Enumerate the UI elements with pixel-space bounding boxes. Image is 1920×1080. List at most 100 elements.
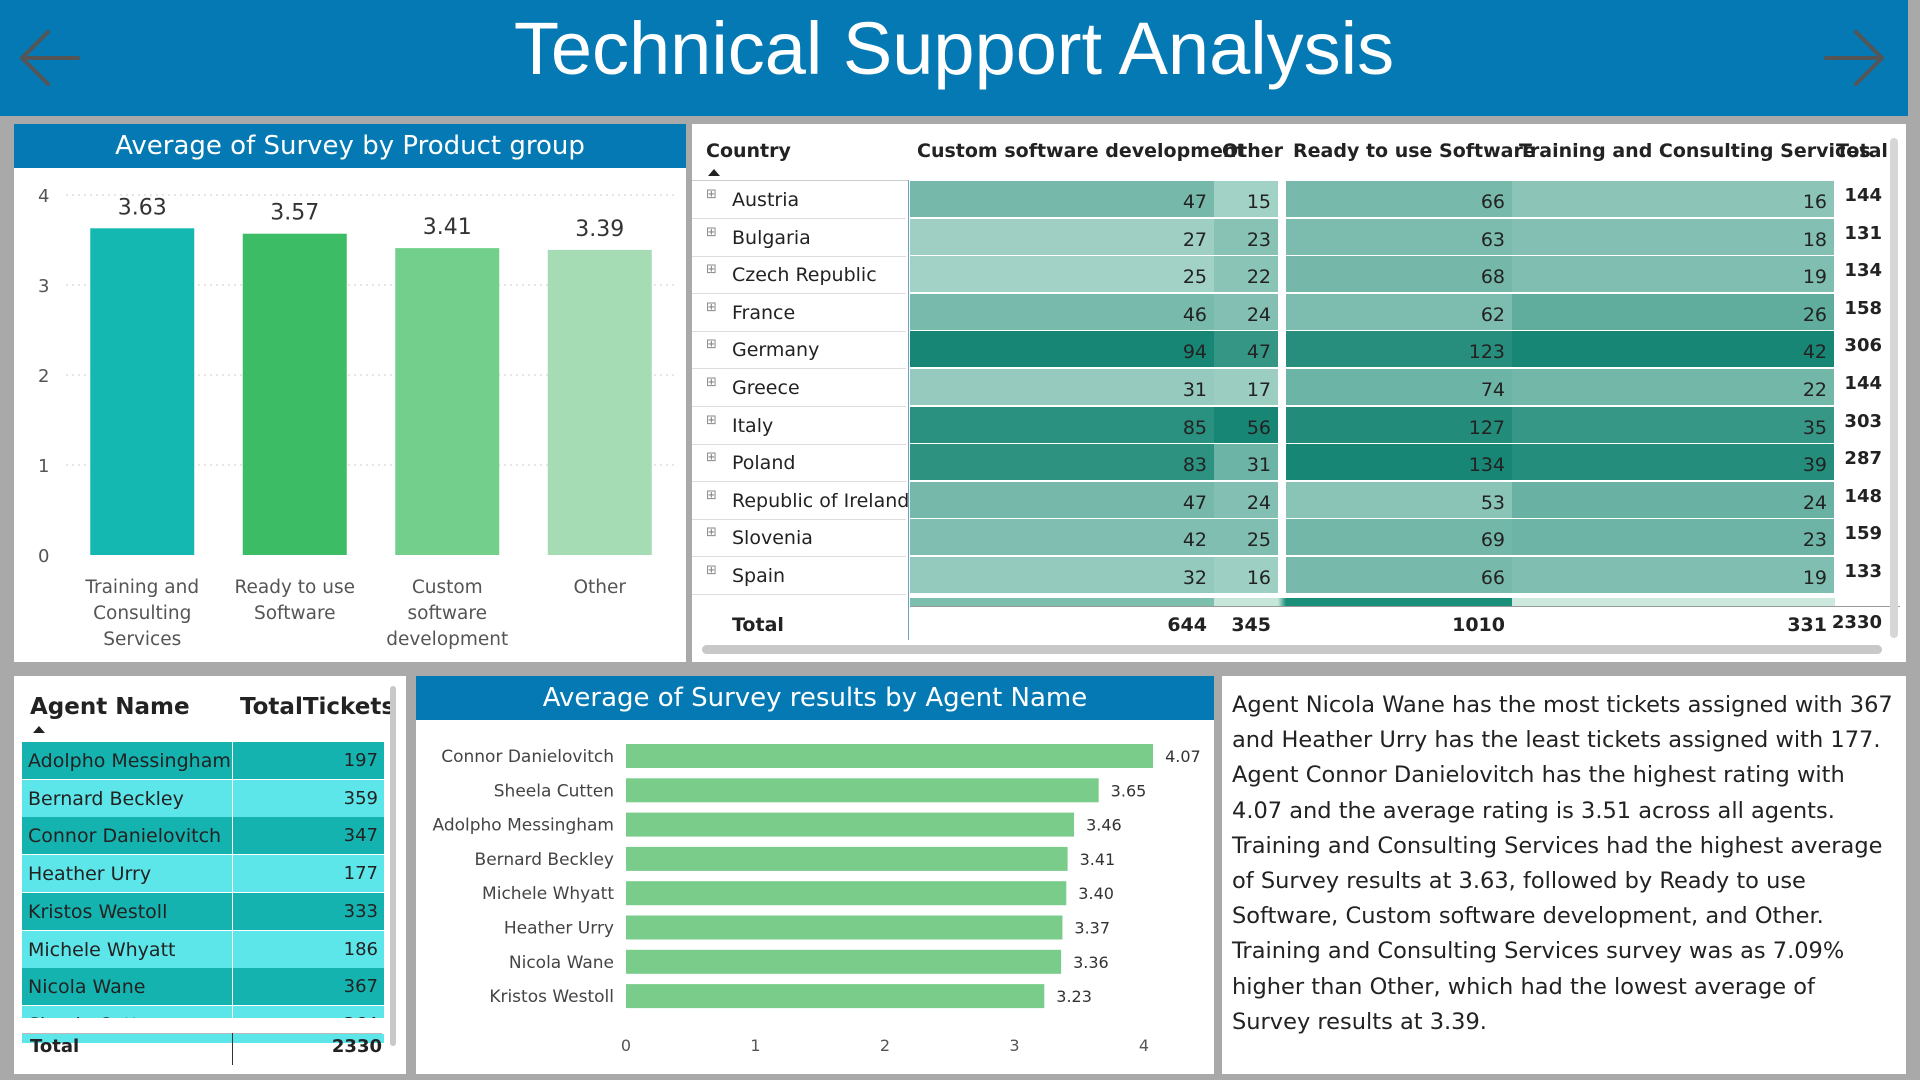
grand-total: 2330: [1831, 612, 1882, 633]
expand-plus-icon[interactable]: ⊞: [706, 450, 717, 466]
table-row[interactable]: Nicola Wane 367: [22, 968, 396, 1006]
expand-plus-icon[interactable]: ⊞: [706, 487, 717, 503]
custom-cell: 27: [910, 218, 1214, 255]
agent-tickets-table: Agent Name TotalTickets Adolpho Messingh…: [14, 676, 406, 1074]
country-name: Slovenia: [732, 527, 813, 550]
data-label: 3.37: [1074, 919, 1110, 938]
expand-plus-icon[interactable]: ⊞: [706, 337, 717, 353]
expand-plus-icon[interactable]: ⊞: [706, 224, 717, 240]
x-tick-label: 3: [1009, 1036, 1019, 1055]
other-cell: 16: [1214, 557, 1278, 593]
ready-cell: 74: [1286, 369, 1512, 405]
other-cell: 15: [1214, 181, 1278, 217]
agents-total-value: 2330: [331, 1036, 382, 1057]
other-cell: 31: [1214, 444, 1278, 481]
bar[interactable]: [626, 881, 1067, 906]
agent-name-header[interactable]: Agent Name: [30, 694, 190, 720]
expand-plus-icon[interactable]: ⊞: [706, 299, 717, 315]
table-row[interactable]: Bernard Beckley 359: [22, 779, 396, 818]
arrow-left-icon[interactable]: [14, 24, 84, 92]
expand-plus-icon[interactable]: ⊞: [706, 262, 717, 278]
sort-asc-icon: [33, 726, 45, 733]
agent-tickets-cell: 367: [233, 968, 384, 1006]
custom-column-header[interactable]: Custom software development: [917, 140, 1246, 162]
row-total-cell: 148: [1844, 485, 1882, 507]
country-name: France: [732, 301, 796, 324]
training-cell: 18: [1512, 218, 1834, 255]
other-cell: 56: [1214, 406, 1278, 443]
data-label: 3.41: [423, 215, 472, 240]
custom-cell: 42: [910, 519, 1214, 556]
table-row[interactable]: Michele Whyatt 186: [22, 930, 396, 969]
x-tick-label: Custom software development: [386, 577, 508, 650]
training-column-header[interactable]: Training and Consulting Services: [1519, 140, 1871, 162]
table-row[interactable]: Adolpho Messingham 197: [22, 742, 396, 780]
bar[interactable]: [626, 846, 1068, 871]
table-row[interactable]: Kristos Westoll 333: [22, 892, 396, 931]
agent-tickets-cell: 197: [233, 742, 384, 779]
x-tick-label: 4: [1139, 1036, 1149, 1055]
ready-cell: 53: [1286, 481, 1512, 518]
x-tick-label: 1: [750, 1036, 760, 1055]
bar[interactable]: [395, 248, 500, 555]
matrix-row: ⊞ France 46 24 62 26 158: [692, 293, 1892, 332]
data-label: 3.39: [575, 217, 624, 242]
matrix-row: ⊞ Poland 83 31 134 39 287: [692, 444, 1892, 483]
ready-cell: 69: [1286, 519, 1512, 556]
ready-cell: 134: [1286, 444, 1512, 481]
country-header[interactable]: Country: [706, 140, 791, 162]
expand-plus-icon[interactable]: ⊞: [706, 412, 717, 428]
bar[interactable]: [626, 778, 1099, 803]
expand-plus-icon[interactable]: ⊞: [706, 525, 717, 541]
expand-plus-icon[interactable]: ⊞: [706, 563, 717, 578]
data-label: 3.57: [270, 201, 319, 226]
row-total-cell: 303: [1844, 410, 1882, 432]
matrix-row: ⊞ Germany 94 47 123 42 306: [692, 331, 1892, 370]
total-column-header[interactable]: Total: [1836, 140, 1888, 162]
row-total-cell: 144: [1844, 373, 1882, 394]
bar[interactable]: [626, 812, 1075, 837]
bar[interactable]: [547, 249, 652, 555]
other-cell: 24: [1214, 481, 1278, 518]
bar[interactable]: [626, 984, 1045, 1009]
country-name: Germany: [732, 339, 820, 362]
horizontal-scrollbar[interactable]: [702, 645, 1882, 654]
bar[interactable]: [626, 949, 1062, 974]
y-tick-label: Kristos Westoll: [489, 987, 614, 1007]
expand-plus-icon[interactable]: ⊞: [706, 187, 717, 202]
country-name: Poland: [732, 452, 796, 475]
country-name: Republic of Ireland: [732, 489, 910, 512]
matrix-total-label: Total: [732, 614, 784, 636]
y-tick-label: Michele Whyatt: [482, 884, 614, 904]
bar[interactable]: [626, 744, 1154, 768]
ready-cell: 127: [1286, 406, 1512, 443]
bar[interactable]: [626, 915, 1063, 940]
expand-plus-icon[interactable]: ⊞: [706, 375, 717, 390]
country-name: Italy: [732, 414, 774, 437]
y-tick-label: Sheela Cutten: [494, 781, 614, 801]
vertical-scrollbar[interactable]: [1890, 138, 1898, 638]
ready-column-header[interactable]: Ready to use Software: [1293, 140, 1536, 162]
table-scrollbar[interactable]: [390, 686, 396, 1046]
bar[interactable]: [90, 228, 195, 556]
data-label: 4.07: [1165, 747, 1201, 766]
training-total: 331: [1787, 614, 1827, 636]
table-row[interactable]: Heather Urry 177: [22, 855, 396, 893]
other-cell: 23: [1214, 218, 1278, 255]
agent-survey-chart-panel: Average of Survey results by Agent Name …: [416, 676, 1214, 1074]
x-tick-label: Training and Consulting Services: [84, 577, 199, 650]
bar[interactable]: [242, 233, 347, 555]
total-tickets-header[interactable]: TotalTickets: [240, 694, 396, 720]
custom-cell: 47: [910, 481, 1214, 518]
agent-name-cell: Kristos Westoll: [22, 892, 232, 930]
training-cell: 42: [1512, 331, 1834, 368]
page-title: Technical Support Analysis: [513, 7, 1395, 90]
custom-cell: 85: [910, 406, 1214, 443]
arrow-right-icon[interactable]: [1820, 24, 1890, 92]
agent-chart-title: Average of Survey results by Agent Name: [416, 676, 1214, 720]
other-cell: 47: [1214, 331, 1278, 368]
table-row[interactable]: Connor Danielovitch 347: [22, 817, 396, 855]
other-column-header[interactable]: Other: [1222, 140, 1284, 162]
training-cell: 24: [1512, 481, 1834, 518]
row-total-cell: 306: [1844, 335, 1882, 357]
